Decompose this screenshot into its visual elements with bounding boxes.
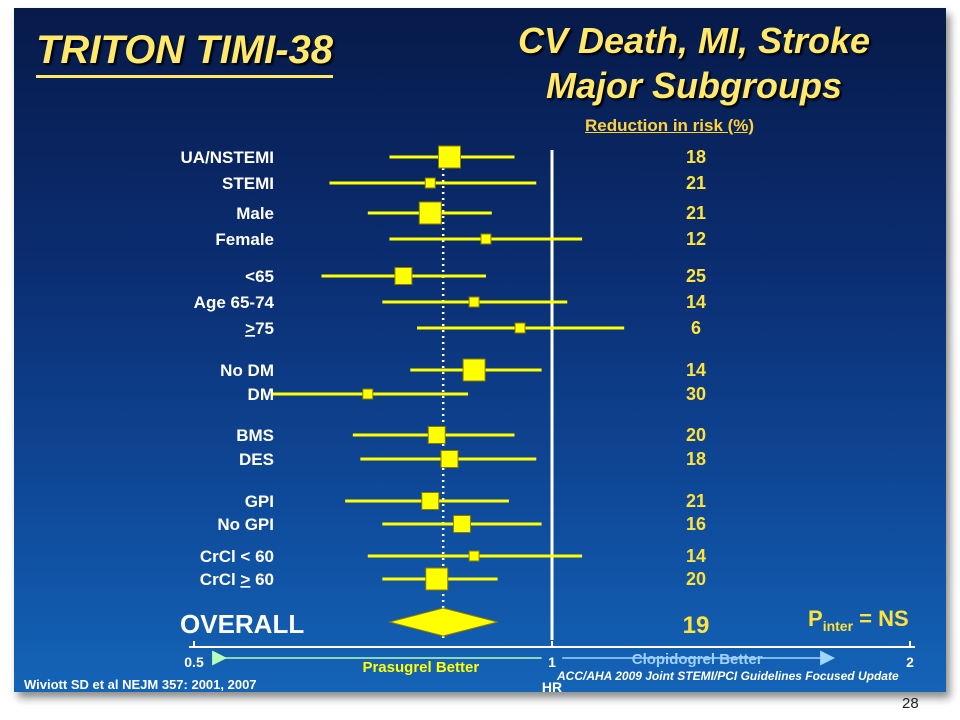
subgroup-label: No DM (220, 361, 274, 380)
subgroup-label: DES (239, 450, 274, 469)
reduction-value: 12 (686, 229, 706, 249)
hr-marker (468, 296, 480, 308)
guideline-source: ACC/AHA 2009 Joint STEMI/PCI Guidelines … (557, 669, 899, 683)
hr-marker (514, 322, 526, 334)
study-title: TRITON TIMI-38 (36, 28, 334, 78)
subgroup-label: CrCl < 60 (200, 547, 274, 566)
hr-marker (425, 567, 449, 591)
hr-marker (362, 388, 374, 400)
reduction-value: 30 (686, 384, 706, 404)
reduction-value: 6 (691, 318, 701, 338)
subgroup-label: Female (215, 230, 274, 249)
subgroup-label: <65 (245, 267, 274, 286)
subgroup-label: CrCl > 60 (200, 570, 274, 589)
hr-marker (468, 550, 480, 562)
subgroup-label: DM (248, 385, 274, 404)
reduction-value: 21 (686, 203, 706, 223)
reduction-value: 21 (686, 173, 706, 193)
hr-marker (418, 201, 442, 225)
x-axis-label: HR (542, 679, 562, 692)
x-tick-label: 0.5 (184, 654, 204, 670)
subgroup-label: BMS (236, 426, 274, 445)
hr-marker (440, 450, 459, 468)
hr-marker (480, 233, 492, 245)
hr-marker (421, 492, 440, 510)
x-tick-label: 1 (548, 654, 556, 670)
subgroup-label: STEMI (222, 174, 274, 193)
reduction-value: 14 (686, 546, 706, 566)
title-line-1: CV Death, MI, Stroke (517, 20, 871, 61)
reduction-value: 14 (686, 360, 706, 380)
subgroup-label: GPI (245, 492, 274, 511)
reduction-value: 18 (686, 147, 706, 167)
reduction-value: 18 (686, 449, 706, 469)
citation: Wiviott SD et al NEJM 357: 2001, 2007 (24, 677, 257, 692)
hr-marker (424, 177, 436, 189)
subgroup-label: UA/NSTEMI (181, 148, 275, 167)
hr-marker (462, 358, 486, 382)
clopidogrel-better-label: Clopidogrel Better (632, 651, 763, 668)
reduction-value: 21 (686, 491, 706, 511)
subgroup-label: Age 65-74 (194, 293, 275, 312)
reduction-value: 20 (686, 569, 706, 589)
title-line-2: Major Subgroups (546, 65, 842, 106)
slide: TRITON TIMI-38 CV Death, MI, Stroke Majo… (14, 8, 946, 692)
overall-reduction: 19 (683, 612, 710, 639)
reduction-value: 16 (686, 514, 706, 534)
subgroup-label: Male (236, 204, 274, 223)
subgroup-label: No GPI (217, 515, 274, 534)
p-inter-label: Pinter = NS (808, 606, 909, 634)
reduction-value: 20 (686, 425, 706, 445)
overall-diamond (387, 607, 498, 637)
x-tick-label: 2 (906, 654, 914, 670)
subgroup-label: >75 (245, 319, 274, 338)
hr-marker (427, 426, 446, 444)
hr-marker (394, 267, 413, 285)
overall-label: OVERALL (180, 609, 304, 639)
reduction-value: 25 (686, 266, 706, 286)
hr-marker (438, 145, 462, 169)
reduction-header: Reduction in risk (%) (585, 116, 755, 135)
reduction-value: 14 (686, 292, 706, 312)
hr-marker (452, 515, 471, 533)
prasugrel-better-label: Prasugrel Better (362, 659, 479, 676)
main-title: CV Death, MI, Stroke Major Subgroups (484, 18, 904, 108)
page-number: 28 (902, 695, 919, 712)
